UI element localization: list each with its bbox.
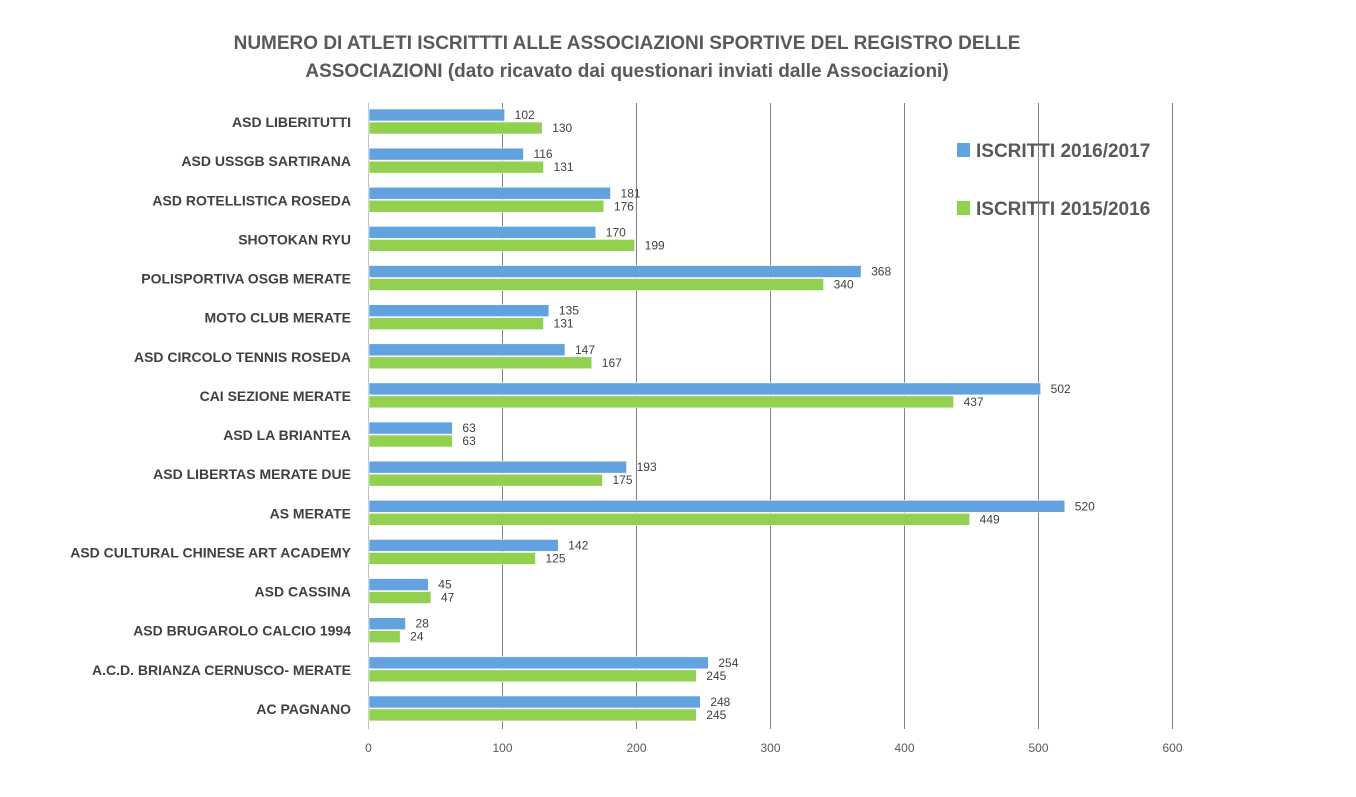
bar-2016-2017 [368, 695, 701, 709]
data-label: 125 [546, 551, 566, 565]
category-label: SHOTOKAN RYU [238, 231, 351, 247]
bar-2015-2016 [368, 395, 954, 409]
bar-2016-2017 [368, 656, 709, 670]
bar-2015-2016 [368, 356, 593, 370]
gridlines: 0 100 200 300 400 500 600 [365, 103, 1183, 755]
data-label: 142 [568, 538, 588, 552]
bar-2015-2016 [368, 434, 453, 448]
data-label: 502 [1051, 382, 1071, 396]
x-tick-label: 400 [894, 741, 914, 755]
data-label: 116 [533, 147, 552, 161]
category-label: ASD LIBERITUTTI [232, 114, 351, 130]
data-label: 193 [637, 460, 657, 474]
x-tick-label: 100 [492, 741, 512, 755]
data-label: 131 [554, 160, 574, 174]
data-label: 147 [575, 343, 595, 357]
bar-2015-2016 [368, 278, 824, 291]
bar-2015-2016 [368, 317, 544, 330]
category-label: ASD LA BRIANTEA [223, 427, 351, 443]
category-label: AS MERATE [270, 505, 351, 521]
data-label: 170 [606, 225, 626, 239]
data-label: 176 [614, 199, 634, 213]
data-label: 24 [410, 630, 424, 644]
bar-2016-2017 [368, 460, 627, 474]
bar-2015-2016 [368, 121, 543, 135]
bar-2015-2016 [368, 591, 432, 604]
bar-2016-2017 [368, 382, 1041, 396]
data-label: 520 [1075, 499, 1095, 513]
data-label: 63 [462, 434, 476, 448]
bar-2015-2016 [368, 630, 401, 643]
bar-2015-2016 [368, 199, 605, 213]
legend-label-2015-2016: ISCRITTI 2015/2016 [976, 199, 1150, 220]
bar-2016-2017 [368, 578, 429, 591]
bar-2015-2016 [368, 160, 544, 174]
bar-2016-2017 [368, 147, 524, 161]
legend-swatch-2015-2016 [957, 201, 970, 215]
data-label: 199 [645, 238, 665, 252]
bar-2016-2017 [368, 226, 597, 239]
chart-title-line-1: NUMERO DI ATLETI ISCRITTTI ALLE ASSOCIAZ… [234, 33, 1021, 54]
data-label: 340 [834, 278, 854, 292]
category-label: ASD CIRCOLO TENNIS ROSEDA [134, 349, 351, 365]
data-label: 167 [602, 356, 622, 370]
bar-2016-2017 [368, 499, 1066, 513]
data-label: 248 [710, 695, 730, 709]
data-label: 131 [554, 317, 574, 331]
category-label: ASD ROTELLISTICA ROSEDA [152, 192, 351, 208]
data-label: 254 [718, 656, 738, 670]
bar-2015-2016 [368, 669, 697, 683]
x-tick-label: 0 [365, 741, 372, 755]
legend-label-2016-2017: ISCRITTI 2016/2017 [976, 141, 1150, 162]
data-label: 130 [552, 121, 572, 135]
category-label: POLISPORTIVA OSGB MERATE [141, 271, 351, 287]
data-label: 135 [559, 304, 579, 318]
category-label: ASD CULTURAL CHINESE ART ACADEMY [70, 544, 351, 560]
data-label: 175 [613, 473, 633, 487]
chart-title-line-2: ASSOCIAZIONI (dato ricavato dai question… [305, 61, 948, 82]
data-label: 449 [980, 512, 1000, 526]
data-label: 368 [871, 265, 891, 279]
data-label: 47 [441, 591, 455, 605]
bar-2015-2016 [368, 512, 970, 526]
bar-2015-2016 [368, 473, 603, 487]
category-label: MOTO CLUB MERATE [205, 310, 351, 326]
category-label: ASD USSGB SARTIRANA [181, 153, 351, 169]
x-tick-label: 200 [626, 741, 646, 755]
category-label: AC PAGNANO [256, 701, 351, 717]
data-label: 437 [964, 395, 984, 409]
bar-2016-2017 [368, 343, 566, 357]
bars: ASD LIBERITUTTI 102 130 ASD USSGB SARTIRANA… [70, 108, 1095, 722]
data-label: 181 [621, 186, 641, 200]
category-label: ASD LIBERTAS MERATE DUE [153, 466, 351, 482]
data-label: 63 [462, 421, 476, 435]
category-label: ASD CASSINA [255, 584, 351, 600]
bar-2015-2016 [368, 708, 697, 722]
bar-2016-2017 [368, 265, 862, 278]
bar-2015-2016 [368, 552, 536, 565]
data-label: 45 [438, 578, 452, 592]
x-tick-label: 300 [760, 741, 780, 755]
category-label: CAI SEZIONE MERATE [200, 388, 351, 404]
legend: ISCRITTI 2016/2017 ISCRITTI 2015/2016 [957, 141, 1150, 220]
data-label: 245 [706, 669, 726, 683]
data-label: 28 [416, 617, 430, 631]
bar-2016-2017 [368, 304, 550, 317]
x-tick-label: 500 [1028, 741, 1048, 755]
category-label: A.C.D. BRIANZA CERNUSCO- MERATE [92, 662, 351, 678]
bar-2015-2016 [368, 239, 635, 252]
data-label: 245 [706, 708, 726, 722]
legend-swatch-2016-2017 [957, 143, 970, 157]
bar-2016-2017 [368, 108, 505, 122]
category-label: ASD BRUGAROLO CALCIO 1994 [133, 623, 351, 639]
x-tick-label: 600 [1162, 741, 1182, 755]
bar-2016-2017 [368, 539, 559, 552]
bar-2016-2017 [368, 617, 406, 630]
data-label: 102 [515, 108, 535, 122]
bar-2016-2017 [368, 186, 611, 200]
bar-2016-2017 [368, 421, 453, 435]
